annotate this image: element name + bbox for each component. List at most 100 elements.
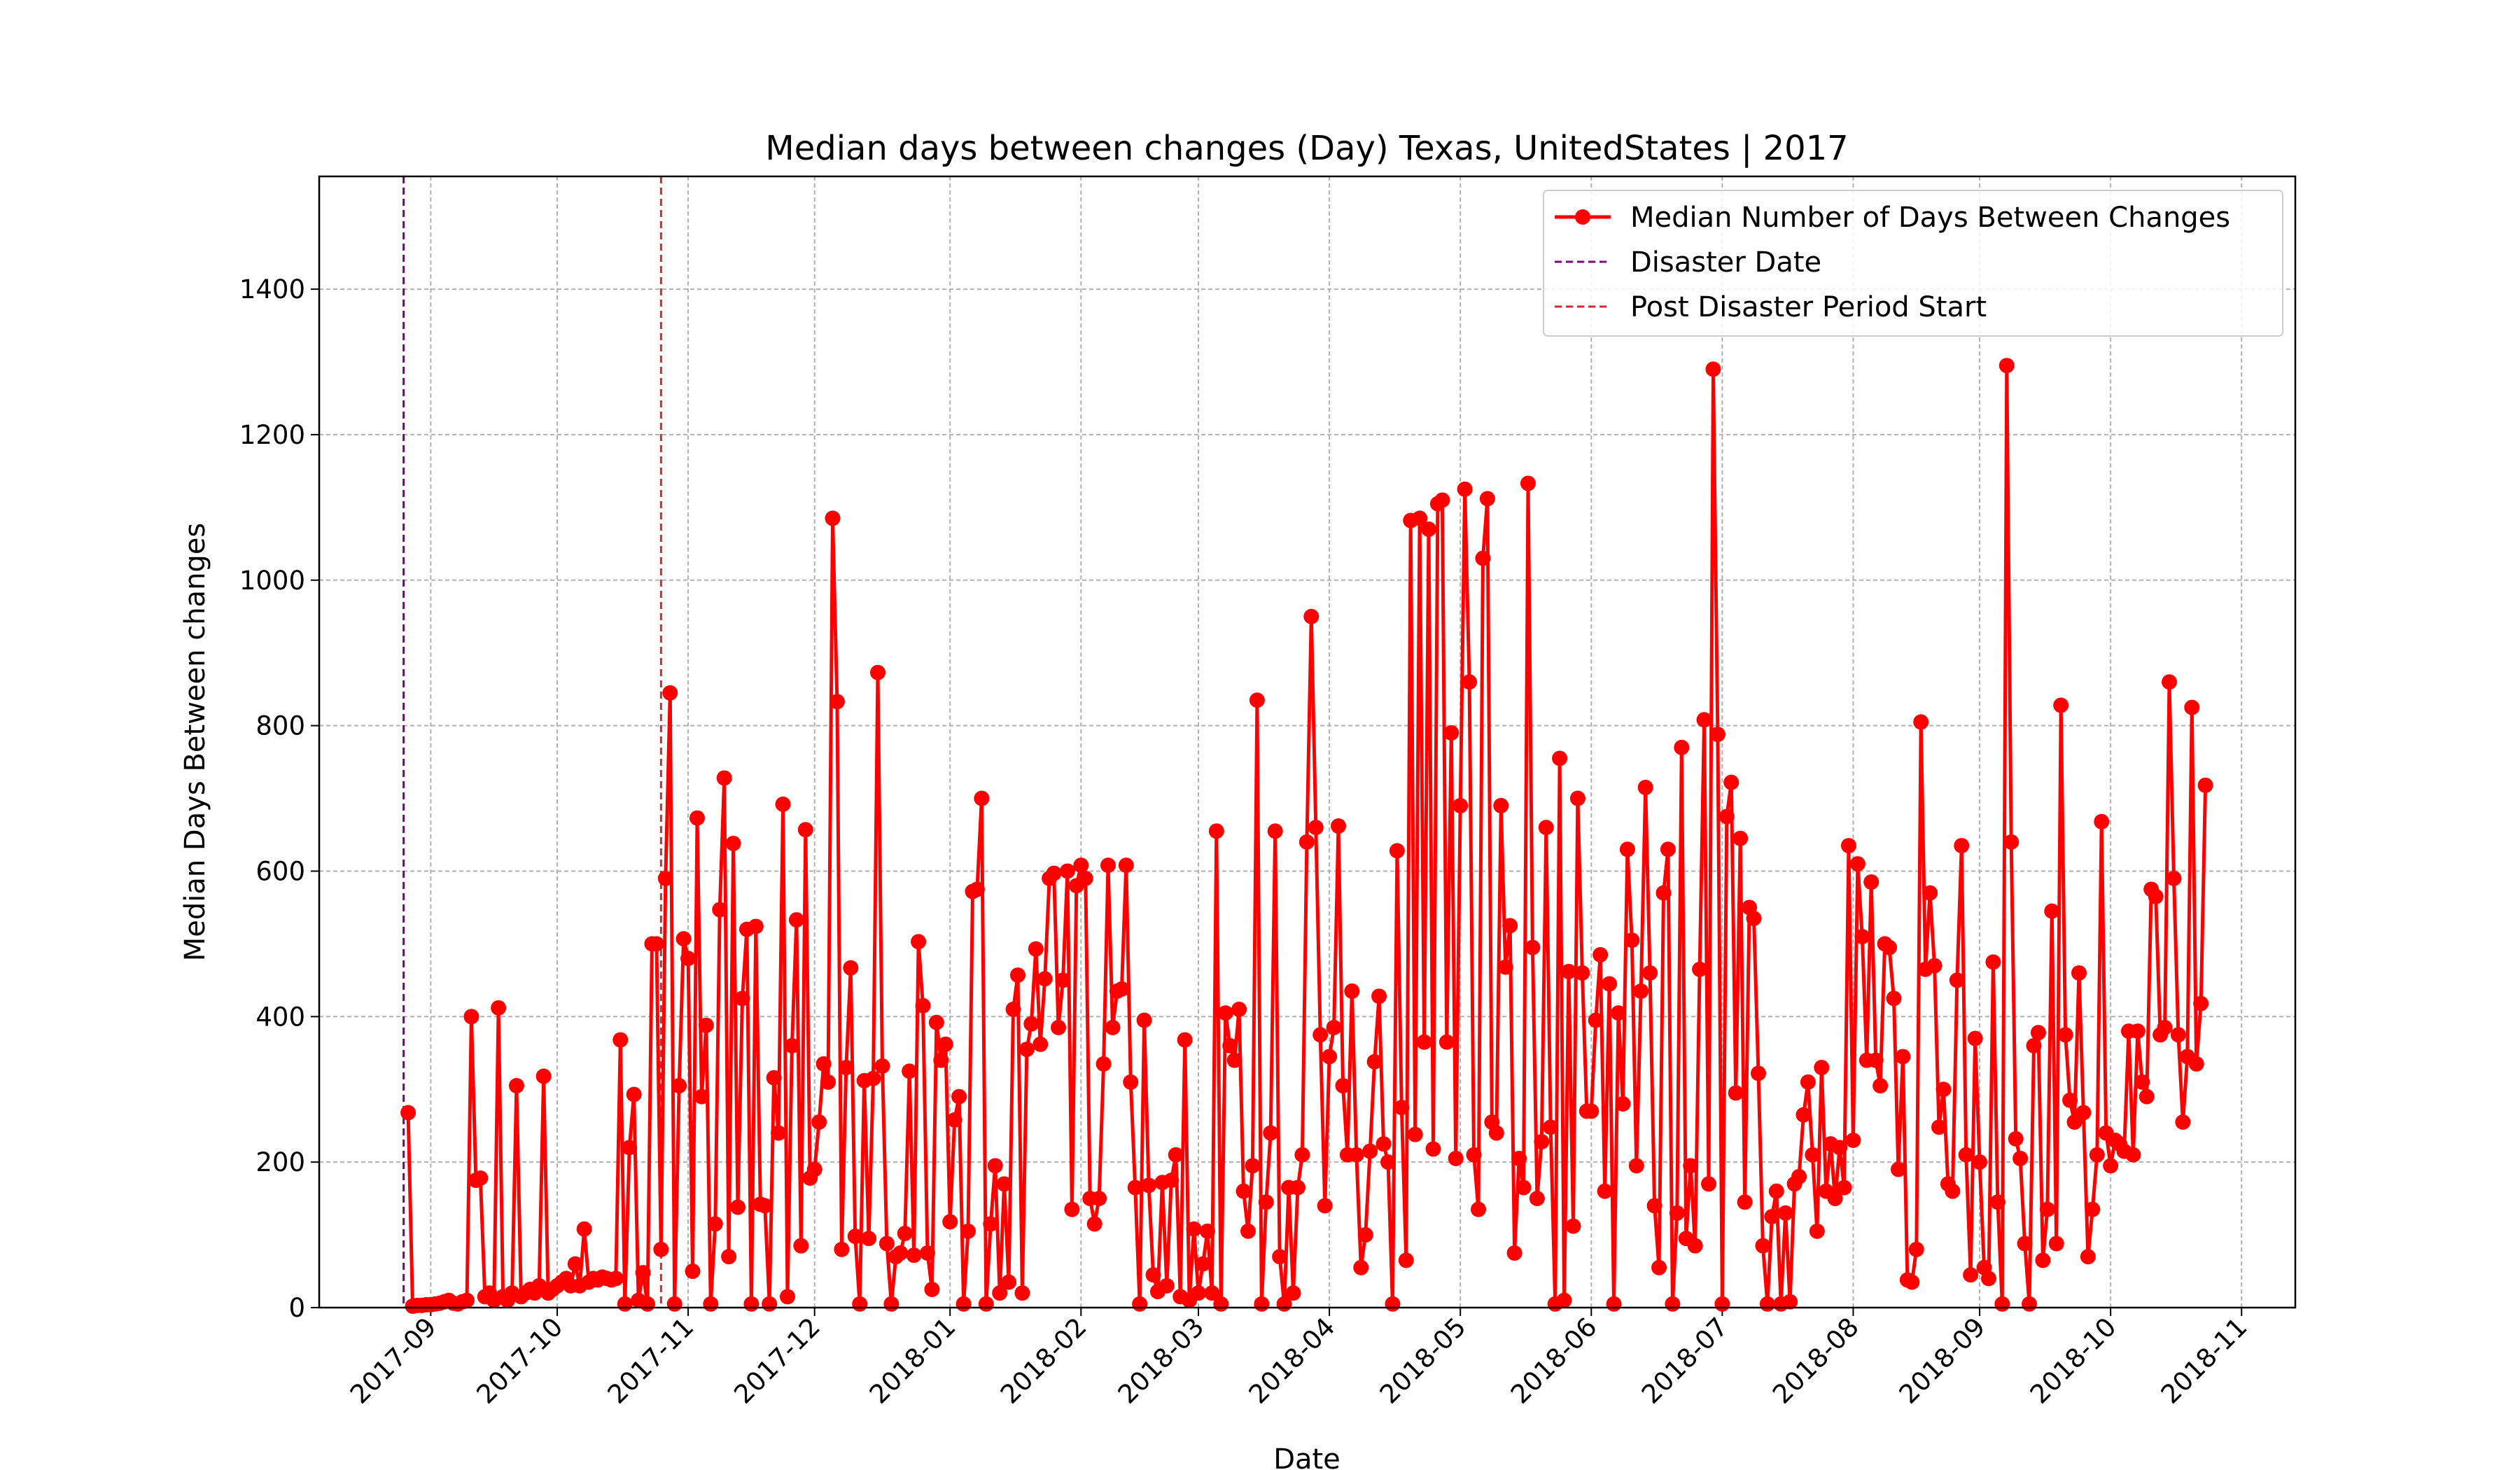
data-point [1448,1150,1464,1166]
data-point [712,902,728,918]
data-point [2057,1027,2073,1043]
data-point [508,1078,524,1094]
data-point [703,1296,719,1312]
data-point [2162,674,2178,690]
data-point [1249,692,1265,708]
data-point [1516,1180,1532,1196]
data-point [2103,1158,2119,1174]
data-point [1096,1056,1112,1072]
data-point [1791,1168,1807,1184]
data-point [1254,1296,1270,1312]
data-point [1538,820,1554,836]
data-point [1195,1256,1211,1272]
data-point [915,997,931,1014]
data-point [1331,818,1347,834]
data-point [1511,1150,1527,1166]
data-point [1642,965,1658,981]
data-point [1317,1198,1333,1214]
data-point [1168,1147,1184,1163]
data-point [1272,1249,1288,1265]
data-point [1705,361,1721,377]
data-point [919,1245,935,1261]
data-point [797,822,813,838]
data-point [1037,971,1053,987]
data-point [951,1088,967,1105]
data-point [1046,865,1062,881]
data-point [698,1017,714,1033]
data-point [1637,779,1653,795]
data-point [1610,1005,1626,1021]
data-point [1800,1074,1816,1090]
data-point [1394,1100,1410,1116]
data-point [1452,797,1469,813]
data-point [1949,972,1965,988]
data-point [811,1114,827,1130]
data-point [2089,1147,2105,1163]
data-point [1059,863,1075,879]
data-point [883,1296,899,1312]
data-point [1926,958,1942,974]
data-point [1086,1216,1102,1232]
data-point [878,1236,895,1252]
data-point [1163,1172,1180,1189]
data-point [2148,888,2164,904]
data-point [2022,1296,2038,1312]
data-point [1303,608,1320,624]
data-point [1646,1198,1662,1214]
data-point [721,1249,737,1265]
data-point [1764,1209,1780,1225]
data-point [960,1223,976,1239]
data-point [1493,797,1509,813]
data-point [1994,1296,2010,1312]
data-point [2166,870,2182,886]
data-point [2062,1092,2078,1108]
data-point [1475,550,1491,566]
data-point [1353,1259,1369,1275]
data-point [784,1037,800,1054]
data-point [1602,976,1618,992]
data-point [1118,858,1134,874]
data-point [933,1052,949,1068]
chart-title: Median days between changes (Day) Texas,… [765,129,1848,168]
data-point [1755,1238,1771,1254]
data-point [1123,1074,1139,1090]
data-point [1782,1294,1798,1310]
data-point [694,1088,710,1105]
data-point [1312,1027,1329,1043]
data-point [1958,1147,1974,1163]
data-point [1308,820,1324,836]
data-point [1732,830,1749,846]
data-point [2157,1019,2173,1035]
data-point [902,1063,918,1079]
data-point [1077,870,1093,886]
data-point [1186,1221,1202,1237]
data-point [1863,874,1879,890]
data-point [1935,1082,1952,1098]
data-point [1322,1049,1338,1065]
data-point [1385,1296,1401,1312]
data-point [1502,918,1518,934]
data-point [1231,1001,1247,1017]
data-point [1886,990,1902,1007]
data-point [1665,1296,1681,1312]
y-tick-label: 1200 [239,420,305,450]
data-point [1534,1134,1550,1150]
data-point [928,1014,944,1030]
data-point [1696,712,1712,728]
data-point [987,1158,1003,1174]
data-point [1954,838,1970,854]
data-point [617,1296,633,1312]
data-point [1285,1285,1301,1301]
data-point [1692,961,1708,977]
data-point [707,1216,723,1232]
data-point [1872,1078,1889,1094]
x-axis-label: Date [1273,1443,1340,1470]
data-point [2138,1088,2155,1105]
data-point [1032,1036,1049,1052]
data-point [2193,995,2209,1011]
data-point [680,951,696,967]
data-point [2125,1147,2141,1163]
data-point [1583,1103,1600,1119]
data-point [639,1296,655,1312]
data-point [1421,522,1437,538]
